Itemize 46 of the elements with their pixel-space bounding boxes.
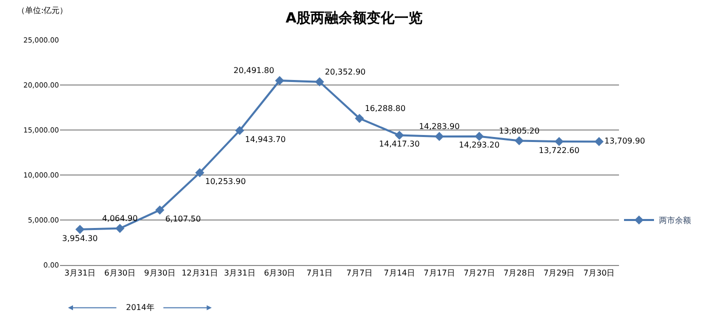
data-label: 4,064.90 <box>102 214 138 224</box>
data-label: 13,805.20 <box>498 126 540 136</box>
x-tick-label: 7月17日 <box>424 268 455 278</box>
point <box>115 224 124 233</box>
x-tick-label: 7月28日 <box>504 268 535 278</box>
data-label: 14,283.90 <box>418 122 460 132</box>
data-label: 3,954.30 <box>62 234 98 243</box>
point <box>235 126 244 136</box>
x-tick-label: 3月31日 <box>64 268 96 278</box>
data-label: 14,293.20 <box>458 140 500 150</box>
data-label: 6,107.50 <box>165 214 201 224</box>
x-tick-label: 9月30日 <box>144 268 176 278</box>
x-tick-label: 6月30日 <box>104 268 136 278</box>
point <box>594 137 604 146</box>
data-label: 14,417.30 <box>379 140 420 149</box>
y-axis-title: （单位:亿元） <box>17 6 68 15</box>
data-label: 10,253.90 <box>205 177 246 186</box>
data-label: 20,491.80 <box>234 66 274 76</box>
point <box>434 132 444 141</box>
data-label: 13,709.90 <box>604 136 646 146</box>
x-tick-label: 6月30日 <box>264 268 296 278</box>
x-tick-label: 7月29日 <box>543 268 575 278</box>
legend-label: 两市余额 <box>659 216 691 226</box>
point <box>314 77 324 86</box>
point <box>394 130 404 140</box>
x-tick-label: 7月7日 <box>346 268 373 278</box>
data-label: 14,943.70 <box>245 134 286 144</box>
x-tick-label: 7月1日 <box>306 268 333 278</box>
x-tick-label: 7月27日 <box>464 268 495 278</box>
data-label: 20,352.90 <box>324 67 366 76</box>
point <box>275 76 284 86</box>
chart-title: A股两融余额变化一览 <box>286 10 422 27</box>
point <box>354 114 364 123</box>
point <box>195 168 204 178</box>
x-tick-label: 3月31日 <box>224 268 256 278</box>
text: 2014年 <box>126 303 154 312</box>
x-tick-label: 7月30日 <box>583 268 615 278</box>
x-tick-label: 12月31日 <box>182 268 218 278</box>
data-label: 16,288.80 <box>364 104 406 114</box>
point <box>474 132 484 141</box>
data-label: 13,722.60 <box>538 146 580 155</box>
point <box>155 205 164 215</box>
point <box>554 136 564 146</box>
point <box>514 136 524 146</box>
x-tick-label: 7月14日 <box>384 268 416 278</box>
point <box>75 224 85 234</box>
